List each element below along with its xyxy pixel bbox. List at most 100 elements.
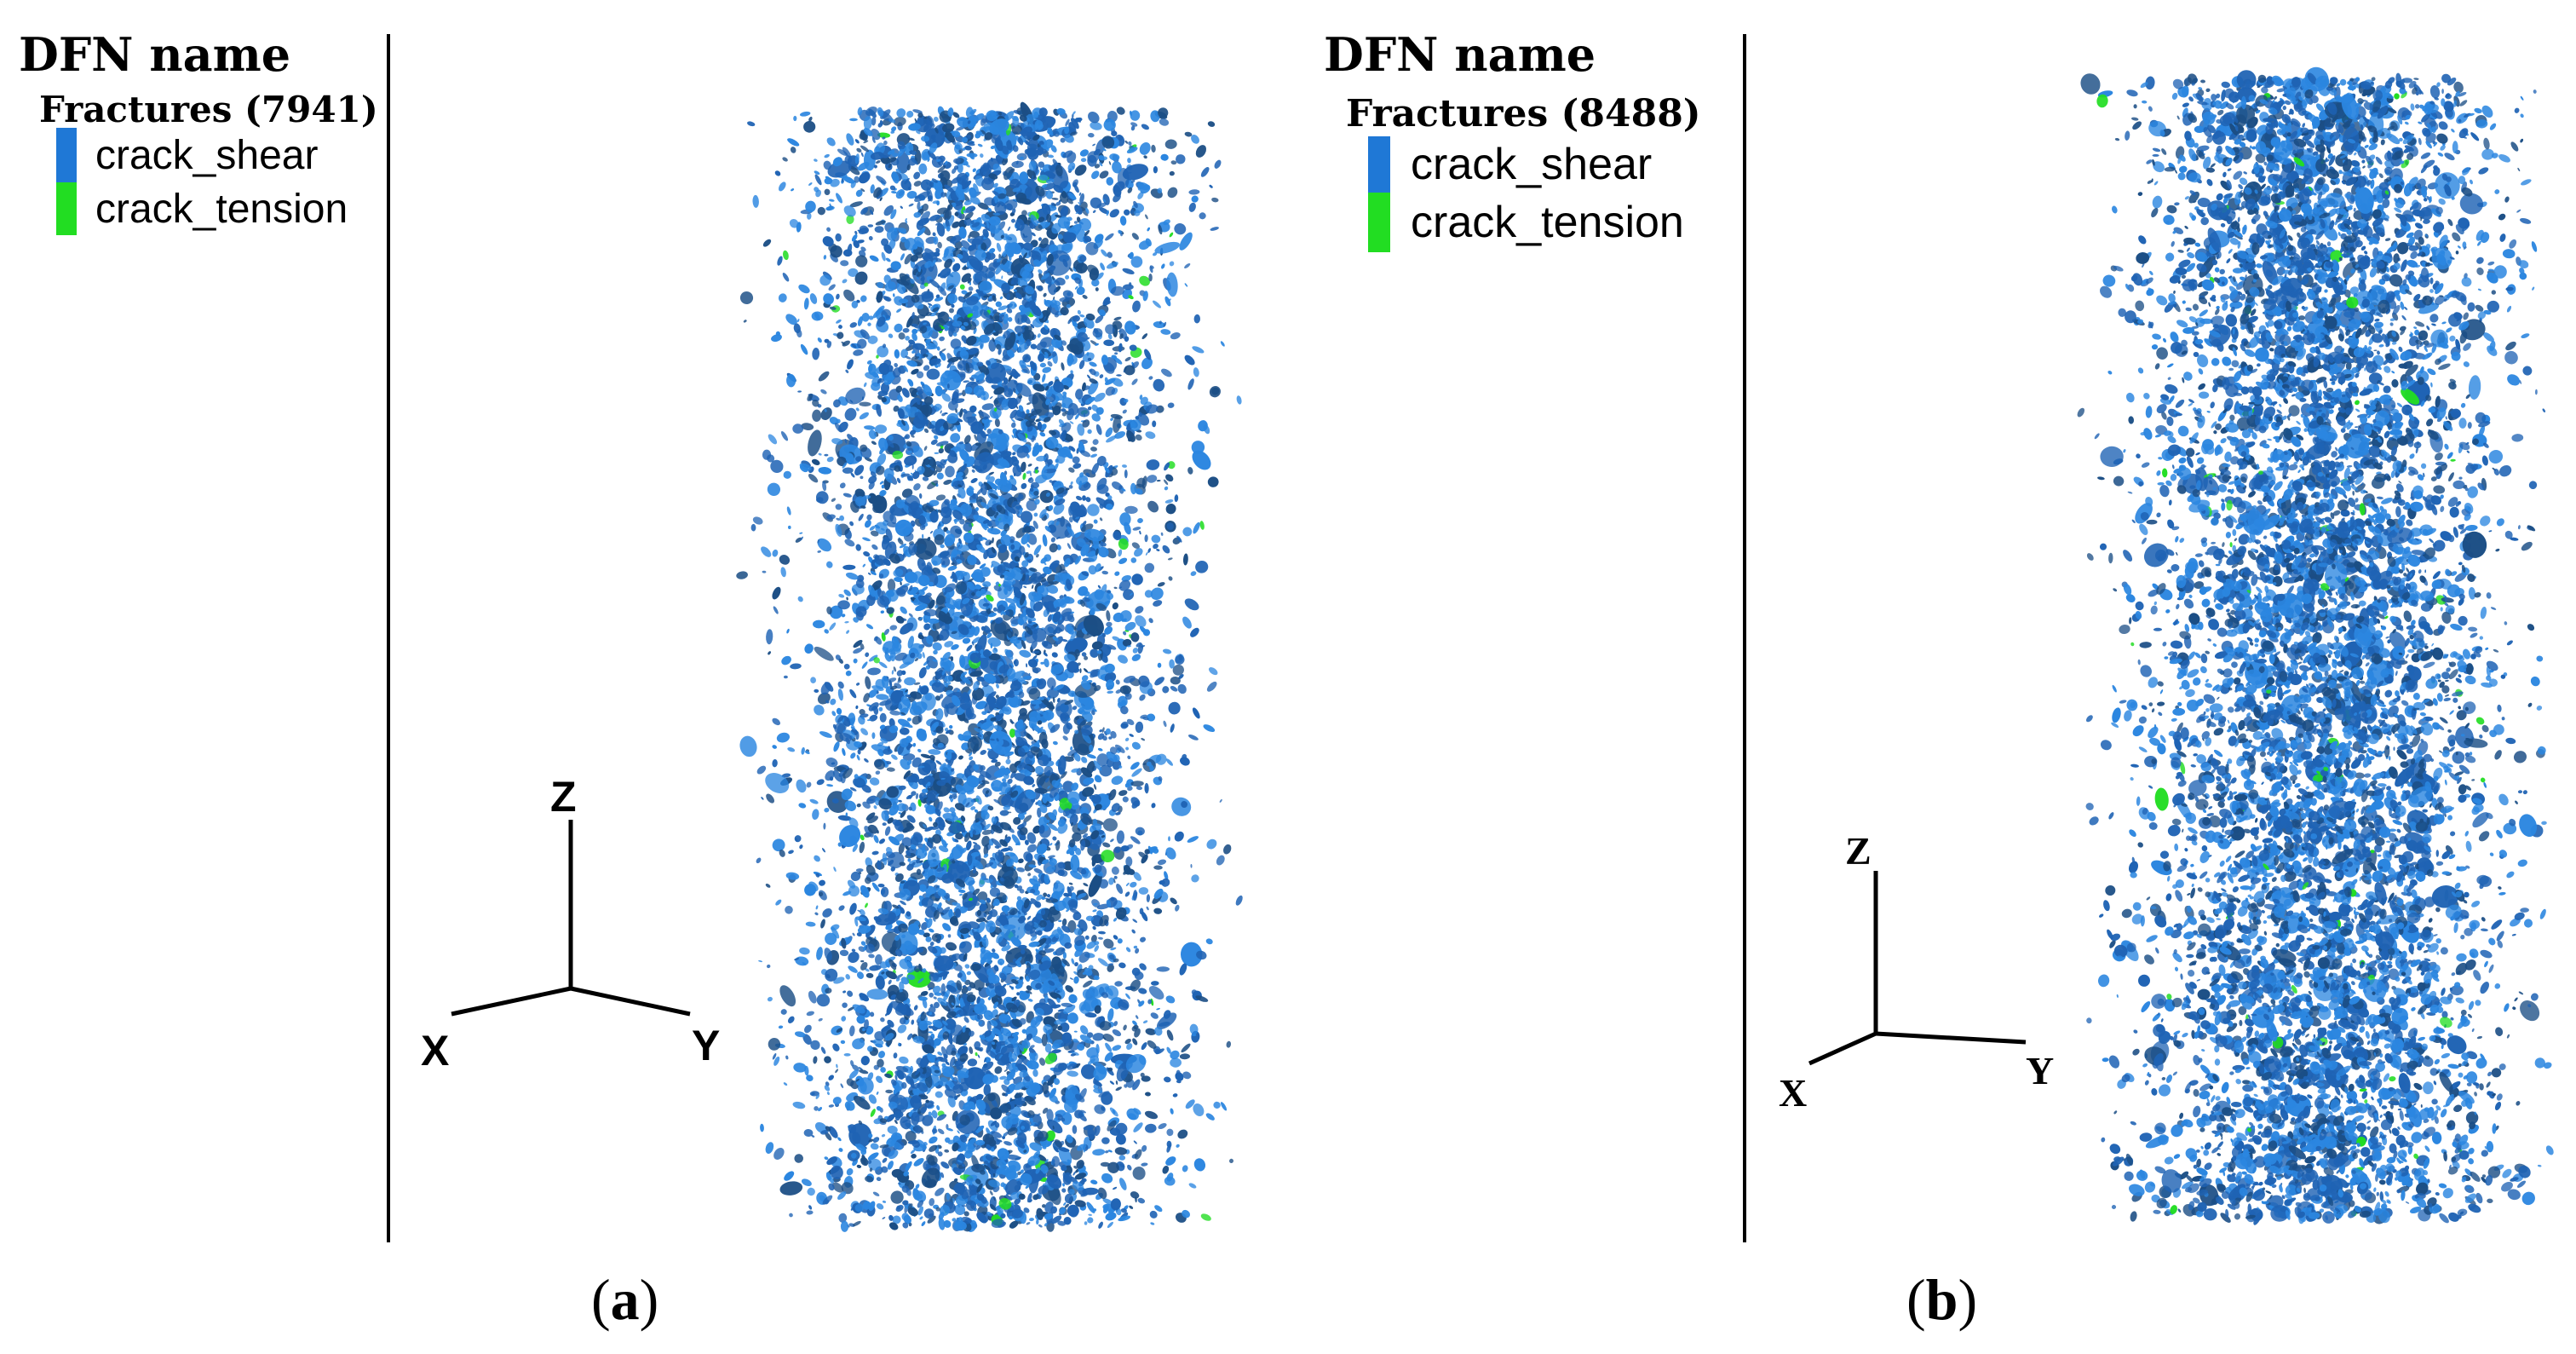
- fracture-shear: [1103, 339, 1115, 347]
- fracture-shear: [814, 158, 818, 162]
- fracture-shear: [959, 893, 963, 896]
- fracture-shear: [983, 844, 989, 856]
- fracture-shear: [920, 753, 932, 759]
- fracture-shear: [1135, 434, 1142, 441]
- fracture-shear: [967, 1058, 978, 1067]
- fracture-shear: [883, 296, 892, 302]
- fracture-shear: [912, 742, 917, 747]
- fracture-shear: [826, 137, 836, 147]
- fracture-shear: [1146, 459, 1160, 470]
- fracture-shear: [1079, 193, 1084, 205]
- fracture-shear: [906, 974, 916, 980]
- fracture-shear: [1009, 1215, 1013, 1220]
- fracture-shear: [1114, 571, 1120, 576]
- fracture-shear: [1039, 431, 1046, 437]
- fracture-shear: [865, 857, 873, 867]
- fracture-shear: [815, 491, 829, 504]
- fracture-shear: [1046, 585, 1059, 594]
- fracture-shear: [1188, 202, 1196, 212]
- fracture-shear: [882, 1217, 886, 1219]
- fracture-shear: [1161, 878, 1170, 887]
- fracture-shear: [1146, 894, 1151, 902]
- fracture-shear: [803, 1128, 814, 1138]
- fracture-shear: [1093, 519, 1098, 524]
- fracture-shear: [964, 964, 970, 969]
- fracture-shear: [824, 1056, 831, 1063]
- fracture-shear: [747, 121, 756, 127]
- fracture-shear: [1071, 113, 1074, 118]
- fracture-shear: [1133, 1122, 1143, 1132]
- fracture-shear: [956, 126, 965, 131]
- fracture-shear: [893, 293, 895, 297]
- fracture-shear: [852, 1064, 860, 1071]
- fracture-shear: [1055, 201, 1061, 206]
- fracture-shear: [1090, 121, 1102, 130]
- fracture-shear: [1129, 344, 1137, 351]
- fracture-shear: [850, 1060, 854, 1067]
- fracture-shear: [1113, 181, 1125, 193]
- fracture-shear: [1011, 745, 1017, 748]
- fracture-shear: [869, 714, 878, 722]
- fracture-shear: [842, 279, 848, 284]
- fracture-shear: [900, 205, 903, 209]
- axis-label-x: X: [421, 1027, 449, 1075]
- fracture-shear: [934, 297, 944, 302]
- fracture-shear: [1145, 214, 1148, 220]
- fracture-shear: [1052, 740, 1058, 746]
- fracture-shear: [881, 251, 886, 262]
- fracture-shear: [1027, 477, 1034, 483]
- fracture-shear: [1123, 284, 1134, 291]
- fracture-shear: [762, 570, 767, 573]
- fracture-shear: [1156, 480, 1161, 482]
- fracture-shear: [1106, 435, 1117, 443]
- fracture-shear: [972, 842, 978, 844]
- fracture-shear: [853, 1220, 861, 1227]
- fracture-shear: [1092, 143, 1095, 147]
- fracture-shear: [1124, 891, 1130, 897]
- fracture-shear: [739, 291, 754, 305]
- fracture-shear: [1112, 602, 1118, 610]
- fracture-shear: [1167, 557, 1173, 561]
- fracture-shear: [1138, 1000, 1145, 1007]
- fracture-shear: [922, 533, 924, 539]
- fracture-shear: [958, 633, 963, 638]
- fracture-shear: [1028, 672, 1031, 677]
- fracture-shear: [1037, 333, 1041, 338]
- fracture-shear: [870, 530, 879, 537]
- fracture-shear: [929, 992, 934, 998]
- fracture-shear: [934, 1187, 945, 1196]
- fracture-shear: [820, 407, 832, 421]
- fracture-shear: [980, 153, 984, 158]
- fracture-shear: [959, 408, 963, 418]
- fracture-shear: [954, 141, 963, 151]
- fracture-shear: [1176, 1080, 1182, 1084]
- fracture-shear: [1130, 836, 1141, 844]
- fracture-shear: [786, 628, 790, 634]
- fracture-shear: [960, 815, 966, 822]
- fracture-shear: [1039, 362, 1046, 368]
- fracture-shear: [961, 1204, 967, 1207]
- fracture-shear: [1001, 794, 1015, 808]
- fracture-tension: [860, 834, 865, 841]
- fracture-shear: [807, 1187, 815, 1196]
- fracture-shear: [993, 1001, 999, 1009]
- fracture-shear: [1060, 137, 1066, 143]
- fracture-shear: [918, 493, 923, 499]
- fracture-shear: [855, 705, 859, 710]
- fracture-shear: [929, 499, 940, 506]
- fracture-shear: [772, 838, 785, 852]
- fracture-shear: [848, 165, 860, 176]
- fracture-shear: [880, 1067, 886, 1073]
- fracture-shear: [1073, 1030, 1078, 1033]
- fracture-shear: [836, 517, 841, 521]
- fracture-shear: [804, 1024, 812, 1034]
- fracture-shear: [1016, 514, 1021, 518]
- fracture-shear: [1187, 734, 1199, 740]
- fracture-shear: [1112, 1029, 1122, 1037]
- fracture-shear: [917, 1206, 924, 1216]
- fracture-shear: [1119, 706, 1129, 715]
- fracture-shear: [1179, 1053, 1190, 1060]
- fracture-shear: [1157, 582, 1165, 587]
- fracture-shear: [825, 932, 837, 945]
- fracture-shear: [976, 891, 988, 903]
